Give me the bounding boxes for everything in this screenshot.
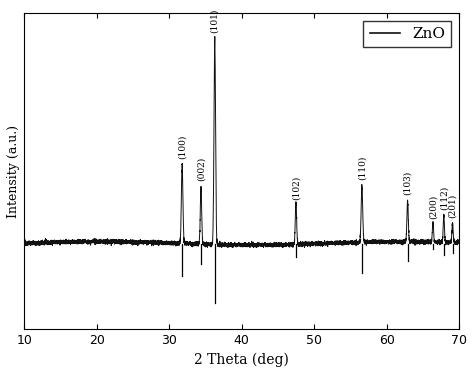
Text: (100): (100) xyxy=(178,135,187,159)
Text: (101): (101) xyxy=(210,9,219,33)
Legend: ZnO: ZnO xyxy=(364,21,451,47)
Text: (112): (112) xyxy=(439,186,448,210)
Text: (200): (200) xyxy=(428,195,438,220)
Y-axis label: Intensity (a.u.): Intensity (a.u.) xyxy=(7,125,20,218)
Text: (201): (201) xyxy=(448,194,457,218)
Text: (103): (103) xyxy=(403,171,412,195)
Text: (102): (102) xyxy=(292,176,301,200)
Text: (110): (110) xyxy=(357,156,366,180)
Text: (002): (002) xyxy=(197,157,206,181)
X-axis label: 2 Theta (deg): 2 Theta (deg) xyxy=(194,353,289,367)
